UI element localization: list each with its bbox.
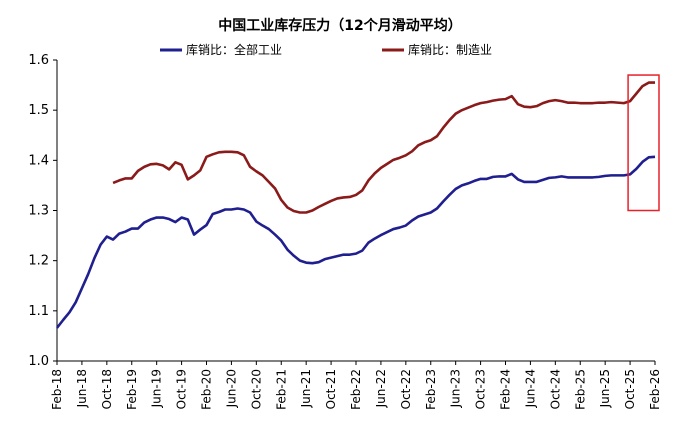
highlight-box [627, 74, 660, 212]
y-tick-label: 1.5 [28, 103, 49, 118]
x-tick-label: Oct-24 [548, 369, 562, 409]
x-tick-label: Jun-21 [299, 369, 313, 408]
y-tick-labels: 1.0 1.1 1.2 1.3 1.4 1.5 1.6 [28, 53, 57, 369]
x-tick-label: Jun-18 [75, 369, 89, 408]
y-tick-label: 1.0 [28, 354, 49, 369]
x-tick-label: Oct-25 [623, 369, 637, 409]
x-tick-label: Oct-18 [100, 369, 114, 409]
legend: 库销比：全部工业 库销比：制造业 [160, 42, 492, 57]
x-tick-label: Feb-22 [349, 369, 363, 410]
series-lines [55, 81, 656, 329]
y-tick-label: 1.1 [28, 304, 49, 319]
x-tick-label: Feb-19 [125, 369, 139, 410]
series-line-all-industry [55, 155, 656, 329]
axes [56, 60, 655, 362]
x-tick-label: Oct-21 [324, 369, 338, 409]
x-tick-label: Jun-20 [224, 369, 238, 408]
x-tick-label: Feb-24 [499, 369, 513, 410]
y-tick-label: 1.6 [28, 53, 49, 68]
series-line-manufacturing [112, 81, 655, 214]
y-tick-label: 1.3 [28, 204, 49, 219]
x-tick-label: Jun-19 [150, 369, 164, 408]
chart-title: 中国工业库存压力（12个月滑动平均） [218, 17, 461, 34]
x-tick-label: Feb-26 [648, 369, 662, 410]
x-tick-label: Oct-19 [175, 369, 189, 409]
y-tick-label: 1.2 [28, 254, 49, 269]
x-tick-label: Feb-25 [573, 369, 587, 410]
x-tick-label: Oct-22 [399, 369, 413, 409]
x-tick-label: Feb-18 [50, 369, 64, 410]
legend-label-all-industry: 库销比：全部工业 [186, 42, 282, 57]
highlight-rect [627, 74, 660, 212]
x-tick-label: Jun-25 [598, 369, 612, 408]
x-tick-label: Feb-23 [424, 369, 438, 410]
legend-label-manufacturing: 库销比：制造业 [408, 42, 492, 57]
x-tick-label: Feb-21 [274, 369, 288, 410]
x-tick-label: Oct-20 [249, 369, 263, 409]
y-tick-label: 1.4 [28, 153, 49, 168]
x-tick-label: Feb-20 [200, 369, 214, 410]
x-tick-label: Jun-24 [523, 369, 537, 408]
x-tick-label: Oct-23 [474, 369, 488, 409]
x-tick-label: Jun-22 [374, 369, 388, 408]
x-tick-labels: Feb-18 Jun-18 Oct-18 Feb-19 Jun-19 Oct-19 Feb-… [50, 361, 662, 410]
x-tick-label: Jun-23 [449, 369, 463, 408]
